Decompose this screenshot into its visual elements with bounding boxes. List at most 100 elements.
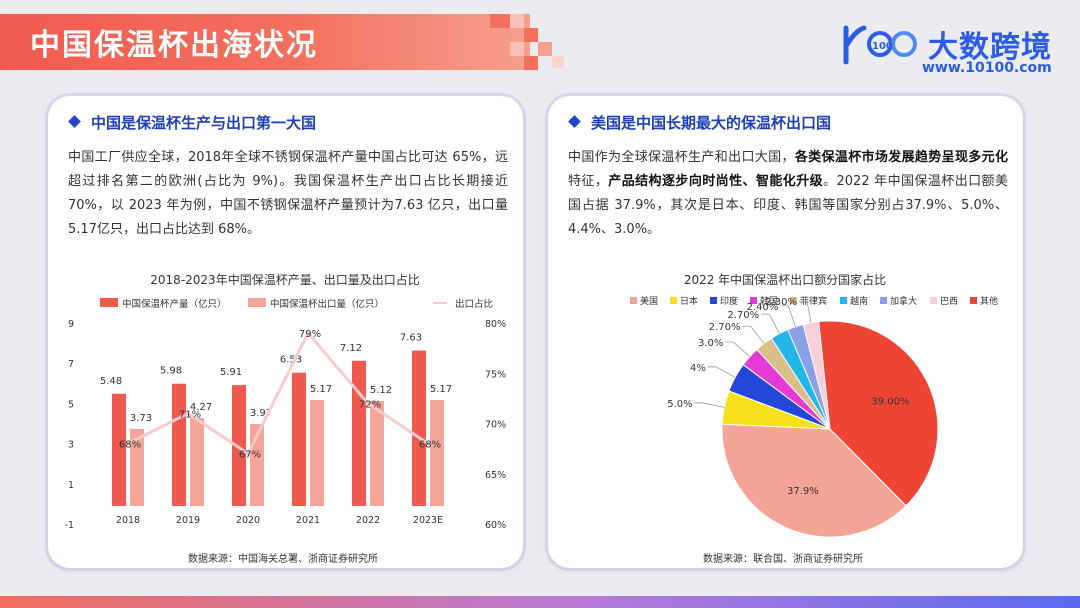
para-text-2: 特征， <box>568 174 609 189</box>
para-bold-1: 各类保温杯市场发展趋势呈现多元化 <box>794 150 1008 165</box>
legend-label: 菲律宾 <box>800 295 827 307</box>
bar-export <box>370 400 384 506</box>
legend-swatch <box>248 298 266 307</box>
header-bar <box>0 14 530 70</box>
pie-chart-title: 2022 年中国保温杯出口额分国家占比 <box>684 272 886 287</box>
line-point-label: 79% <box>299 329 321 340</box>
y-left-tick: 3 <box>68 440 74 451</box>
bottom-bar <box>0 596 1080 608</box>
right-card: 美国是中国长期最大的保温杯出口国 中国作为全球保温杯生产和出口大国，各类保温杯市… <box>548 96 1023 568</box>
left-card-paragraph: 中国工厂供应全球，2018年全球不锈钢保温杯产量中国占比可达 65%，远超过排名… <box>68 150 508 237</box>
bar-chart-title: 2018-2023年中国保温杯产量、出口量及出口占比 <box>150 272 419 287</box>
bar-production-label: 7.63 <box>400 333 422 344</box>
legend-swatch <box>930 297 937 304</box>
left-card-heading-text: 中国是保温杯生产与出口第一大国 <box>91 114 317 132</box>
left-card-heading: 中国是保温杯生产与出口第一大国 <box>68 112 317 133</box>
legend-item: 出口占比 <box>433 298 493 310</box>
pie-leader-line <box>707 366 736 378</box>
y-left-tick: 5 <box>68 399 74 410</box>
right-card-heading: 美国是中国长期最大的保温杯出口国 <box>568 112 832 133</box>
brand-logo: 100 大数跨境 www.10100.com <box>842 22 1062 82</box>
line-point <box>126 442 130 446</box>
bar-production-label: 7.12 <box>340 343 362 354</box>
y-right-tick: 65% <box>485 470 506 481</box>
legend-item: 中国保温杯产量（亿只） <box>100 298 227 310</box>
legend-item: 日本 <box>670 295 698 307</box>
line-point-label: 71% <box>179 409 201 420</box>
right-card-heading-text: 美国是中国长期最大的保温杯出口国 <box>591 114 832 132</box>
legend-label: 印度 <box>720 295 738 307</box>
bar-production-label: 6.53 <box>280 355 302 366</box>
y-right-tick: 60% <box>485 520 506 531</box>
line-point <box>246 452 250 456</box>
left-card: 中国是保温杯生产与出口第一大国 中国工厂供应全球，2018年全球不锈钢保温杯产量… <box>48 96 523 568</box>
pie-leader-line <box>725 341 750 358</box>
legend-label: 其他 <box>980 295 998 307</box>
legend-item: 巴西 <box>930 296 958 307</box>
legend-swatch <box>840 297 847 304</box>
bar-production <box>112 393 126 506</box>
line-point <box>366 401 370 405</box>
y-left-tick: 7 <box>68 359 74 370</box>
legend-label: 中国保温杯产量（亿只） <box>122 298 227 310</box>
logo-mark-text: 100 <box>872 41 893 52</box>
pie-slice-label: 2.40% <box>747 302 779 313</box>
pie-slice-label: 3.0% <box>698 338 723 349</box>
bar-export-label: 3.97 <box>250 408 272 419</box>
bar-production <box>292 372 306 506</box>
bar-production <box>352 360 366 506</box>
legend-swatch <box>790 297 797 304</box>
bar-export-label: 3.73 <box>130 413 152 424</box>
legend-label: 越南 <box>850 295 868 307</box>
legend-item: 其他 <box>970 295 998 307</box>
pie-slice-label: 2.30% <box>765 297 797 308</box>
legend-item: 菲律宾 <box>790 295 827 307</box>
x-tick-label: 2023E <box>413 515 443 526</box>
line-point <box>186 411 190 415</box>
legend-label: 巴西 <box>940 296 958 307</box>
logo-mark-icon: 100 <box>843 25 917 65</box>
bar-export-label: 5.17 <box>430 384 452 395</box>
legend-item: 韩国 <box>750 295 778 307</box>
legend-label: 加拿大 <box>890 295 917 307</box>
y-right-tick: 75% <box>485 369 506 380</box>
legend-swatch <box>750 297 757 304</box>
pie-slice-label: 4% <box>690 363 706 374</box>
pie-leader-line <box>780 305 796 327</box>
legend-label: 美国 <box>640 295 658 307</box>
y-left-tick: 1 <box>68 480 74 491</box>
bar-production-label: 5.98 <box>160 366 182 377</box>
legend-item: 美国 <box>630 295 658 307</box>
line-point-label: 68% <box>419 440 441 451</box>
pie-slice-label: 2.70% <box>709 322 741 333</box>
right-card-source: 数据来源：联合国、浙商证券研究所 <box>703 554 863 565</box>
bar-export-label: 5.12 <box>370 385 392 396</box>
pie-slice <box>818 320 939 507</box>
legend-swatch <box>630 297 637 304</box>
pie-slice-label: 2.70% <box>727 310 759 321</box>
right-card-paragraph: 中国作为全球保温杯生产和出口大国，各类保温杯市场发展趋势呈现多元化特征，产品结构… <box>568 146 1008 242</box>
pie-leader-line <box>799 300 812 323</box>
line-export-ratio <box>127 330 429 456</box>
legend-swatch <box>880 297 887 304</box>
bar-export <box>190 418 204 506</box>
x-tick-label: 2018 <box>116 515 140 526</box>
y-right-tick: 70% <box>485 420 506 431</box>
pie-leader-line <box>694 402 725 408</box>
bar-production <box>232 385 246 506</box>
decorative-squares <box>490 14 564 70</box>
legend-swatch <box>670 297 677 304</box>
legend-item: 越南 <box>840 295 868 307</box>
legend-label: 日本 <box>680 295 698 307</box>
x-tick-label: 2019 <box>176 515 200 526</box>
legend-label: 韩国 <box>760 295 778 307</box>
pie-leader-line <box>761 313 780 334</box>
legend-swatch <box>100 298 118 307</box>
bar-export-label: 4.27 <box>190 402 212 413</box>
para-bold-2: 产品结构逐步向时尚性、智能化升级 <box>608 174 824 189</box>
bar-export <box>130 428 144 506</box>
pie-slice <box>721 423 907 538</box>
legend-item: 加拿大 <box>880 295 917 307</box>
